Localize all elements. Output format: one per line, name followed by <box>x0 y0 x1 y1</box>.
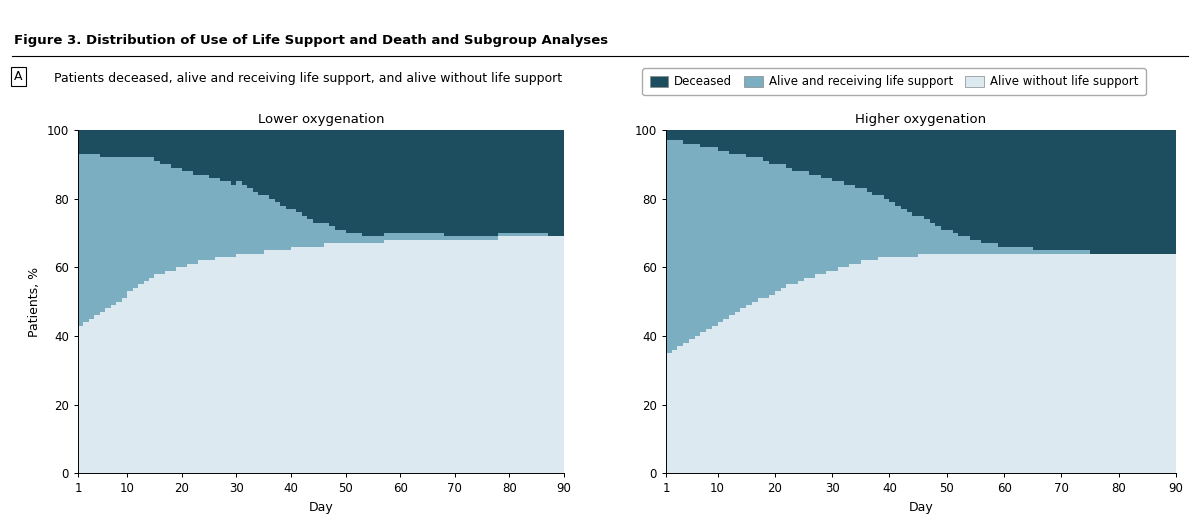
Title: Higher oxygenation: Higher oxygenation <box>856 113 986 126</box>
Legend: Deceased, Alive and receiving life support, Alive without life support: Deceased, Alive and receiving life suppo… <box>642 68 1146 96</box>
Text: Patients deceased, alive and receiving life support, and alive without life supp: Patients deceased, alive and receiving l… <box>54 72 562 85</box>
Title: Lower oxygenation: Lower oxygenation <box>258 113 384 126</box>
Y-axis label: Patients, %: Patients, % <box>28 267 41 336</box>
Text: Figure 3. Distribution of Use of Life Support and Death and Subgroup Analyses: Figure 3. Distribution of Use of Life Su… <box>14 34 608 47</box>
Text: A: A <box>14 70 23 83</box>
X-axis label: Day: Day <box>908 501 934 514</box>
X-axis label: Day: Day <box>308 501 334 514</box>
